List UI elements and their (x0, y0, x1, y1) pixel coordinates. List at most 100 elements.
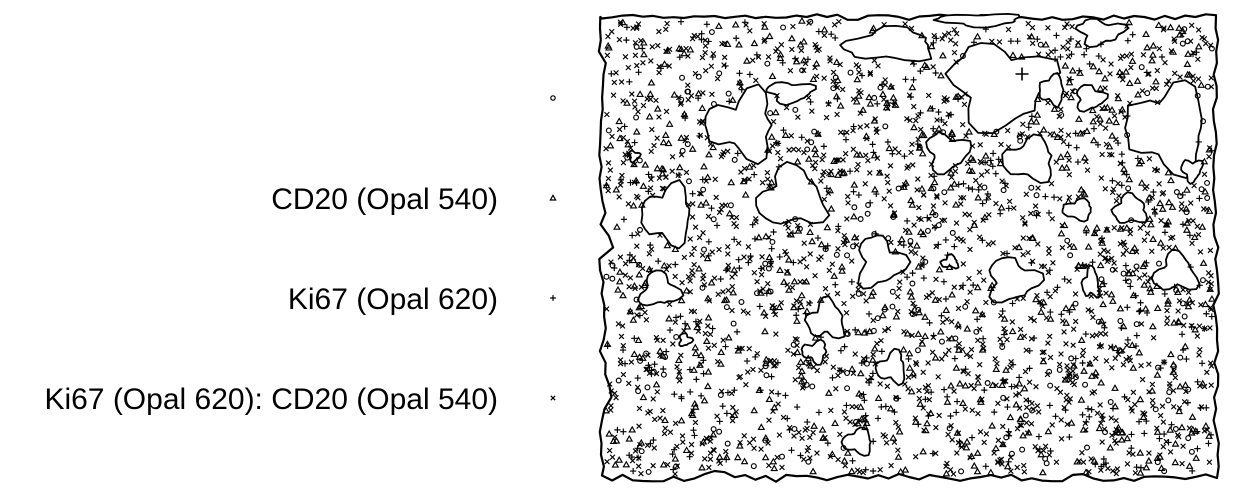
point-plus (1086, 413, 1093, 420)
point-cross (1102, 85, 1108, 91)
point-cross (1064, 21, 1070, 27)
point-cross (1014, 464, 1021, 471)
point-cross (1164, 315, 1171, 322)
point-cross (958, 284, 965, 291)
point-cross (1011, 205, 1017, 211)
point-cross (608, 259, 614, 265)
point-cross (607, 167, 614, 173)
point-triangle (868, 26, 877, 34)
point-cross (1041, 263, 1048, 270)
point-triangle (1140, 260, 1149, 267)
point-plus (817, 334, 825, 341)
point-cross (607, 407, 614, 413)
point-plus (1137, 299, 1144, 306)
point-cross (717, 460, 724, 467)
point-triangle (1170, 318, 1178, 326)
point-cross (1099, 416, 1106, 423)
window-hole (1001, 133, 1053, 184)
point-cross (1146, 361, 1152, 368)
point-cross (929, 290, 936, 296)
point-triangle (661, 131, 670, 138)
point-triangle (892, 312, 901, 320)
point-triangle (639, 38, 648, 46)
point-cross (1069, 88, 1076, 95)
point-plus (832, 281, 839, 288)
point-cross (977, 142, 984, 148)
point-cross (995, 437, 1002, 444)
point-cross (821, 168, 827, 175)
point-triangle (931, 296, 940, 303)
point-cross (775, 401, 781, 407)
point-triangle (690, 399, 699, 407)
point-plus (942, 295, 950, 303)
point-triangle (1088, 106, 1097, 114)
point-triangle (883, 99, 891, 107)
point-cross (604, 458, 610, 465)
point-triangle (698, 104, 707, 111)
point-plus (806, 299, 814, 307)
point-cross (1032, 203, 1039, 209)
point-cross (1020, 251, 1026, 258)
point-plus (975, 186, 982, 193)
point-triangle (947, 381, 955, 389)
point-plus (926, 319, 933, 327)
point-cross (983, 299, 989, 306)
point-cross (902, 381, 908, 387)
point-cross (651, 142, 657, 149)
point-plus (776, 253, 783, 261)
point-cross (692, 70, 699, 77)
point-triangle (1033, 95, 1042, 102)
point-cross (656, 28, 662, 35)
point-cross (700, 90, 706, 96)
point-cross (1023, 347, 1030, 354)
point-cross (852, 351, 859, 357)
point-cross (1059, 318, 1066, 324)
point-circle (973, 328, 980, 335)
point-cross (777, 155, 784, 162)
point-cross (882, 82, 889, 88)
point-circle (938, 338, 945, 345)
point-cross (1146, 71, 1152, 77)
point-triangle (658, 169, 667, 177)
point-plus (992, 170, 999, 177)
point-triangle (1171, 439, 1180, 447)
point-cross (1001, 325, 1007, 332)
point-cross (688, 92, 695, 99)
point-cross (1163, 81, 1170, 88)
point-cross (1113, 198, 1120, 204)
point-cross (780, 414, 787, 421)
point-plus (995, 156, 1002, 163)
point-cross (942, 351, 949, 358)
point-cross (980, 345, 987, 352)
point-triangle (1027, 117, 1036, 125)
point-triangle (800, 56, 808, 64)
point-cross (656, 175, 663, 181)
point-plus (955, 181, 962, 188)
point-cross (836, 18, 842, 25)
point-triangle (671, 454, 680, 462)
point-triangle (1171, 244, 1180, 252)
point-cross (884, 179, 891, 186)
point-plus (751, 171, 758, 178)
point-triangle (1082, 224, 1091, 232)
point-plus (677, 313, 684, 320)
point-triangle (723, 40, 732, 47)
point-cross (992, 356, 998, 362)
point-triangle (896, 467, 905, 475)
point-cross (1166, 381, 1173, 387)
point-cross (1103, 358, 1110, 364)
point-circle (767, 110, 774, 117)
point-cross (863, 298, 869, 304)
point-triangle (1164, 296, 1172, 304)
point-cross (1050, 260, 1056, 266)
point-circle (686, 178, 692, 185)
point-plus (1196, 282, 1203, 289)
point-cross (896, 279, 903, 285)
point-plus (1136, 308, 1143, 315)
point-circle (716, 70, 723, 77)
point-cross (1180, 443, 1186, 449)
point-cross (870, 351, 876, 358)
point-triangle (702, 198, 710, 206)
point-triangle (688, 145, 697, 152)
point-circle (1095, 318, 1102, 325)
